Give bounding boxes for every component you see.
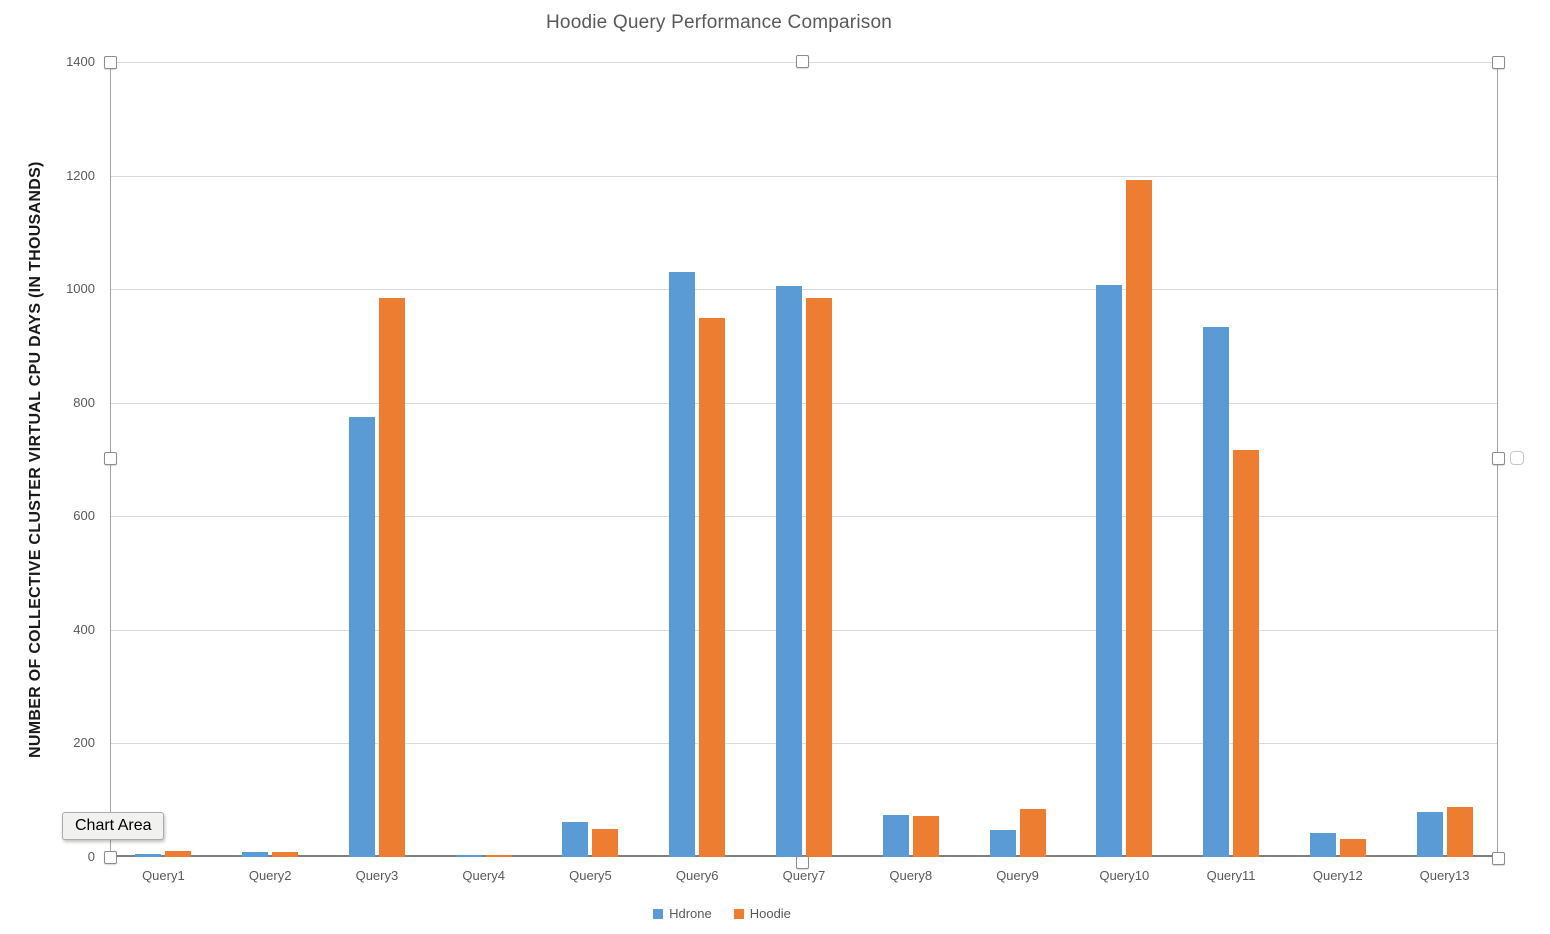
bar-hoodie-query6[interactable] [699,318,726,857]
bar-hdrone-query13[interactable] [1416,812,1443,857]
bar-group-query1 [110,62,217,857]
bar-hdrone-query2[interactable] [242,852,269,857]
x-category-label: Query3 [355,868,399,883]
bar-hoodie-query5[interactable] [592,829,619,857]
x-category-label: Query13 [1419,868,1470,883]
bar-hoodie-query9[interactable] [1019,809,1046,857]
bar-group-query4 [430,62,537,857]
gridline [111,402,1497,404]
x-category-label: Query2 [248,868,292,883]
x-axis-category-labels: Query1 Query2 Query3 Query4 Query5 Query6 Quer… [110,868,1498,883]
bar-group-query3 [324,62,431,857]
bar-hoodie-query13[interactable] [1446,807,1473,857]
gridline [111,175,1497,177]
selection-handle-bottom-center[interactable] [795,855,809,869]
bar-hdrone-query12[interactable] [1309,833,1336,857]
selection-handle-top-center[interactable] [795,54,809,68]
y-tick-label: 200 [73,735,95,751]
bar-group-query12 [1284,62,1391,857]
x-category-label: Query1 [142,868,185,883]
selection-handle-bottom-left[interactable] [103,850,117,864]
x-category-label: Query11 [1206,868,1256,883]
bar-group-query9 [964,62,1071,857]
bar-hdrone-query3[interactable] [348,417,375,857]
outer-frame-handle[interactable] [1510,451,1524,465]
x-category-label: Query5 [569,868,612,883]
y-tick-label: 800 [73,394,95,410]
bar-hdrone-query11[interactable] [1203,327,1230,857]
bar-hdrone-query7[interactable] [775,286,802,857]
x-category-label: Query7 [782,868,826,883]
bar-hoodie-query4[interactable] [485,855,512,857]
legend-swatch-icon [733,908,744,919]
selection-handle-top-right[interactable] [1491,55,1505,69]
bar-hoodie-query2[interactable] [272,852,299,857]
legend-item-hdrone[interactable]: Hdrone [653,906,712,921]
y-tick-label: 600 [73,508,95,524]
y-tick-label: 400 [73,621,95,637]
bar-hoodie-query1[interactable] [165,851,192,857]
bar-hdrone-query4[interactable] [455,855,482,857]
bar-group-query11 [1178,62,1285,857]
x-category-label: Query8 [889,868,933,883]
bars-layer [110,62,1498,857]
x-category-label: Query9 [996,868,1039,883]
y-tick-label: 1400 [66,54,95,69]
bar-hoodie-query8[interactable] [912,816,939,857]
gridline [111,516,1497,518]
bar-hoodie-query7[interactable] [805,298,832,857]
y-tick-label: 1000 [66,281,95,297]
y-tick-label: 0 [87,849,95,864]
chart-area-tooltip: Chart Area [62,812,165,840]
chart-title[interactable]: Hoodie Query Performance Comparison [546,12,892,33]
bar-group-query13 [1391,62,1498,857]
legend-label: Hoodie [749,906,791,921]
bar-hdrone-query9[interactable] [989,830,1016,857]
selection-handle-mid-left[interactable] [103,451,117,465]
gridline [111,743,1497,745]
selection-handle-bottom-right[interactable] [1491,851,1505,865]
bar-group-query2 [217,62,324,857]
gridline [111,629,1497,631]
bar-hdrone-query10[interactable] [1096,285,1123,857]
legend-swatch-icon [653,908,664,919]
bar-hoodie-query10[interactable] [1126,180,1153,857]
legend[interactable]: Hdrone Hoodie [0,906,1444,921]
y-tick-label: 1200 [66,167,95,183]
bar-hoodie-query11[interactable] [1233,450,1260,857]
bar-group-query7 [751,62,858,857]
bar-group-query6 [644,62,751,857]
bar-hoodie-query3[interactable] [378,298,405,857]
bar-hdrone-query8[interactable] [882,815,909,857]
bar-group-query8 [857,62,964,857]
x-category-label: Query6 [675,868,719,883]
x-category-label: Query10 [1099,868,1150,883]
legend-item-hoodie[interactable]: Hoodie [733,906,791,921]
legend-label: Hdrone [669,906,712,921]
selection-handle-top-left[interactable] [103,55,117,69]
x-category-label: Query4 [462,868,505,883]
bar-hdrone-query6[interactable] [669,272,696,857]
bar-hoodie-query12[interactable] [1339,839,1366,857]
bar-group-query5 [537,62,644,857]
selection-handle-mid-right[interactable] [1491,451,1505,465]
bar-group-query10 [1071,62,1178,857]
bar-hdrone-query5[interactable] [562,822,589,857]
gridline [111,289,1497,291]
bar-hdrone-query1[interactable] [135,854,162,857]
x-category-label: Query12 [1312,868,1363,883]
